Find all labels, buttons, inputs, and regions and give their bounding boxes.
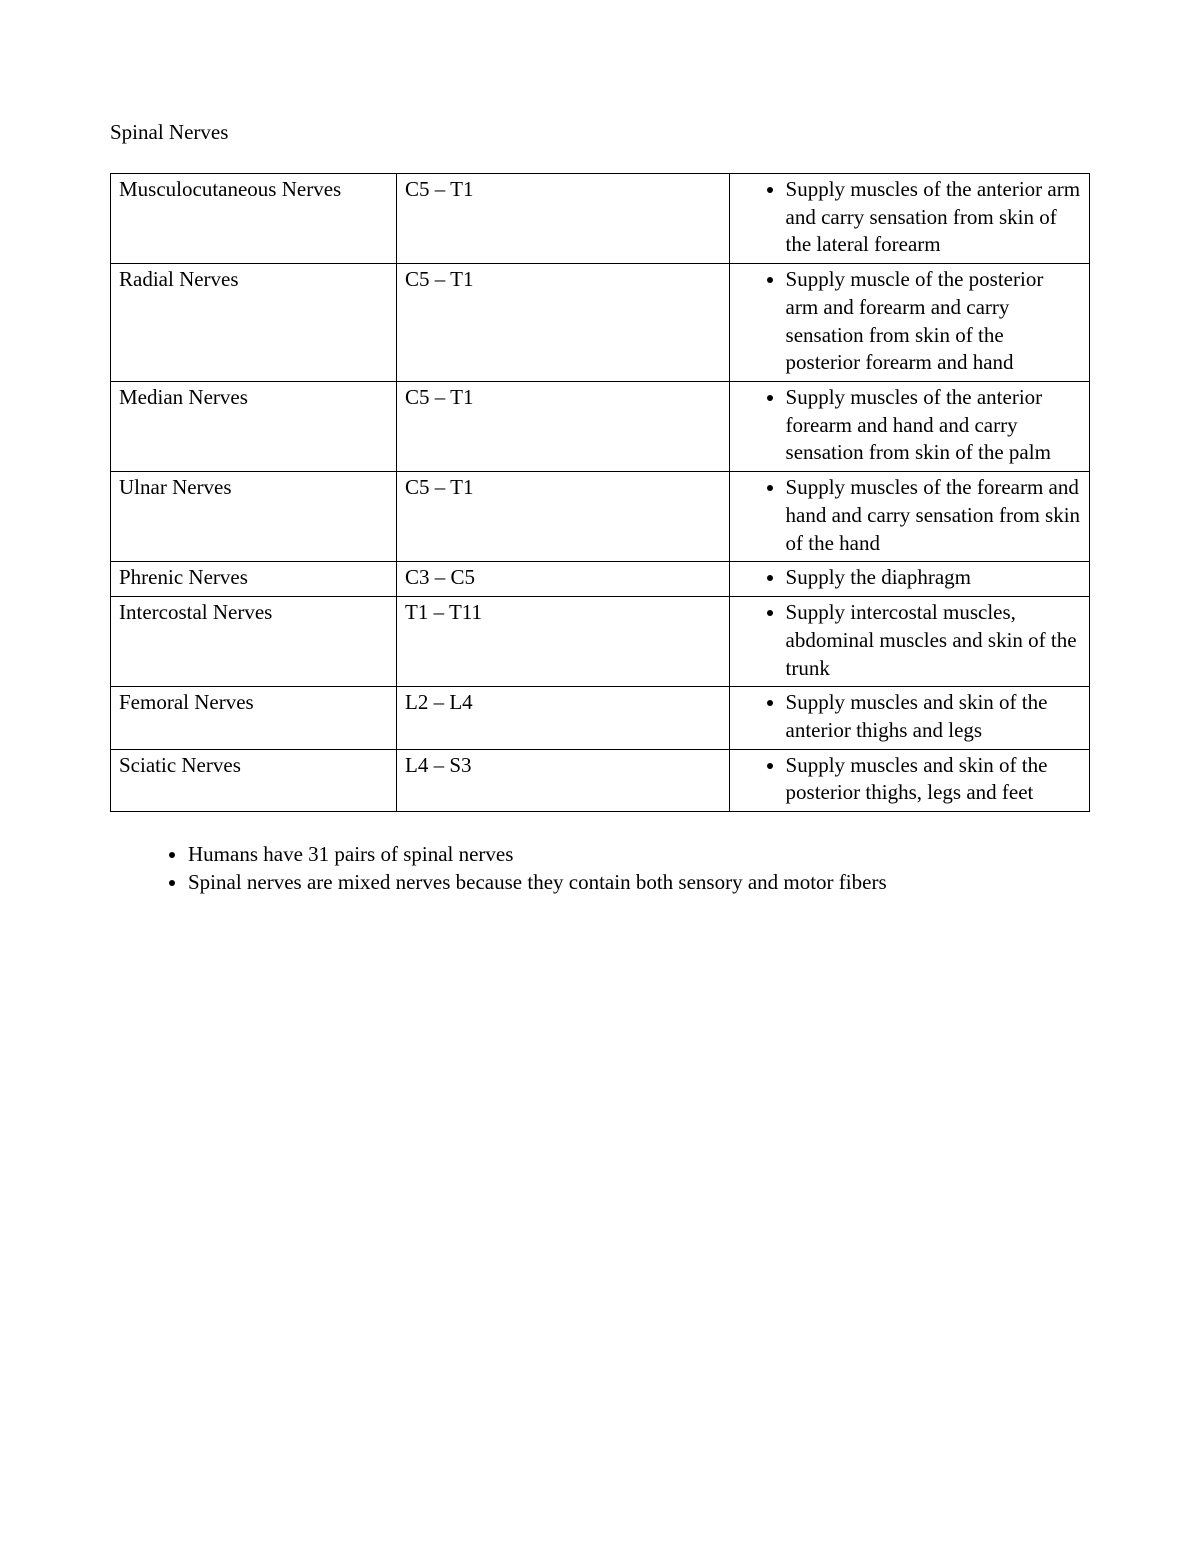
note-item: Humans have 31 pairs of spinal nerves — [188, 840, 1090, 868]
nerve-range-cell: C3 – C5 — [397, 562, 730, 597]
table-row: Intercostal Nerves T1 – T11 Supply inter… — [111, 597, 1090, 687]
nerve-range-cell: T1 – T11 — [397, 597, 730, 687]
table-row: Phrenic Nerves C3 – C5 Supply the diaphr… — [111, 562, 1090, 597]
nerve-range-cell: C5 – T1 — [397, 382, 730, 472]
nerve-desc-cell: Supply muscles and skin of the anterior … — [729, 687, 1089, 749]
nerve-name-cell: Ulnar Nerves — [111, 472, 397, 562]
nerve-range-cell: C5 – T1 — [397, 264, 730, 382]
nerve-desc-cell: Supply muscles and skin of the posterior… — [729, 749, 1089, 811]
table-row: Ulnar Nerves C5 – T1 Supply muscles of t… — [111, 472, 1090, 562]
nerve-desc-item: Supply muscles and skin of the posterior… — [786, 752, 1081, 807]
nerve-desc-cell: Supply muscle of the posterior arm and f… — [729, 264, 1089, 382]
nerve-name-cell: Phrenic Nerves — [111, 562, 397, 597]
nerve-desc-cell: Supply muscles of the anterior forearm a… — [729, 382, 1089, 472]
nerve-desc-item: Supply the diaphragm — [786, 564, 1081, 592]
nerve-name-cell: Musculocutaneous Nerves — [111, 174, 397, 264]
table-row: Median Nerves C5 – T1 Supply muscles of … — [111, 382, 1090, 472]
nerve-name-cell: Femoral Nerves — [111, 687, 397, 749]
nerve-desc-item: Supply muscles of the anterior arm and c… — [786, 176, 1081, 259]
nerve-range-cell: C5 – T1 — [397, 174, 730, 264]
nerve-range-cell: L2 – L4 — [397, 687, 730, 749]
table-row: Radial Nerves C5 – T1 Supply muscle of t… — [111, 264, 1090, 382]
nerve-desc-cell: Supply the diaphragm — [729, 562, 1089, 597]
nerve-desc-item: Supply intercostal muscles, abdominal mu… — [786, 599, 1081, 682]
nerve-range-cell: L4 – S3 — [397, 749, 730, 811]
nerve-desc-item: Supply muscle of the posterior arm and f… — [786, 266, 1081, 377]
page-title: Spinal Nerves — [110, 120, 1090, 145]
nerve-desc-cell: Supply muscles of the forearm and hand a… — [729, 472, 1089, 562]
table-row: Sciatic Nerves L4 – S3 Supply muscles an… — [111, 749, 1090, 811]
table-row: Musculocutaneous Nerves C5 – T1 Supply m… — [111, 174, 1090, 264]
nerve-desc-cell: Supply muscles of the anterior arm and c… — [729, 174, 1089, 264]
note-item: Spinal nerves are mixed nerves because t… — [188, 868, 1090, 896]
nerve-desc-item: Supply muscles of the forearm and hand a… — [786, 474, 1081, 557]
nerve-name-cell: Median Nerves — [111, 382, 397, 472]
nerve-name-cell: Sciatic Nerves — [111, 749, 397, 811]
nerve-desc-item: Supply muscles and skin of the anterior … — [786, 689, 1081, 744]
document-page: Spinal Nerves Musculocutaneous Nerves C5… — [0, 0, 1200, 1553]
spinal-nerves-table: Musculocutaneous Nerves C5 – T1 Supply m… — [110, 173, 1090, 812]
nerve-desc-item: Supply muscles of the anterior forearm a… — [786, 384, 1081, 467]
table-row: Femoral Nerves L2 – L4 Supply muscles an… — [111, 687, 1090, 749]
nerve-name-cell: Intercostal Nerves — [111, 597, 397, 687]
nerve-name-cell: Radial Nerves — [111, 264, 397, 382]
nerve-range-cell: C5 – T1 — [397, 472, 730, 562]
notes-list: Humans have 31 pairs of spinal nerves Sp… — [110, 840, 1090, 897]
nerve-desc-cell: Supply intercostal muscles, abdominal mu… — [729, 597, 1089, 687]
